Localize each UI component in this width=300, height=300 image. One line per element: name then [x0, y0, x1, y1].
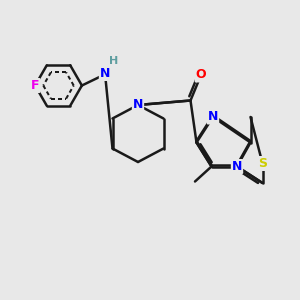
Text: N: N: [133, 98, 143, 112]
Text: O: O: [196, 68, 206, 82]
Text: N: N: [100, 67, 110, 80]
Text: N: N: [208, 110, 218, 124]
Text: S: S: [258, 157, 267, 170]
Text: F: F: [31, 79, 39, 92]
Text: N: N: [232, 160, 242, 173]
Text: H: H: [110, 56, 118, 67]
